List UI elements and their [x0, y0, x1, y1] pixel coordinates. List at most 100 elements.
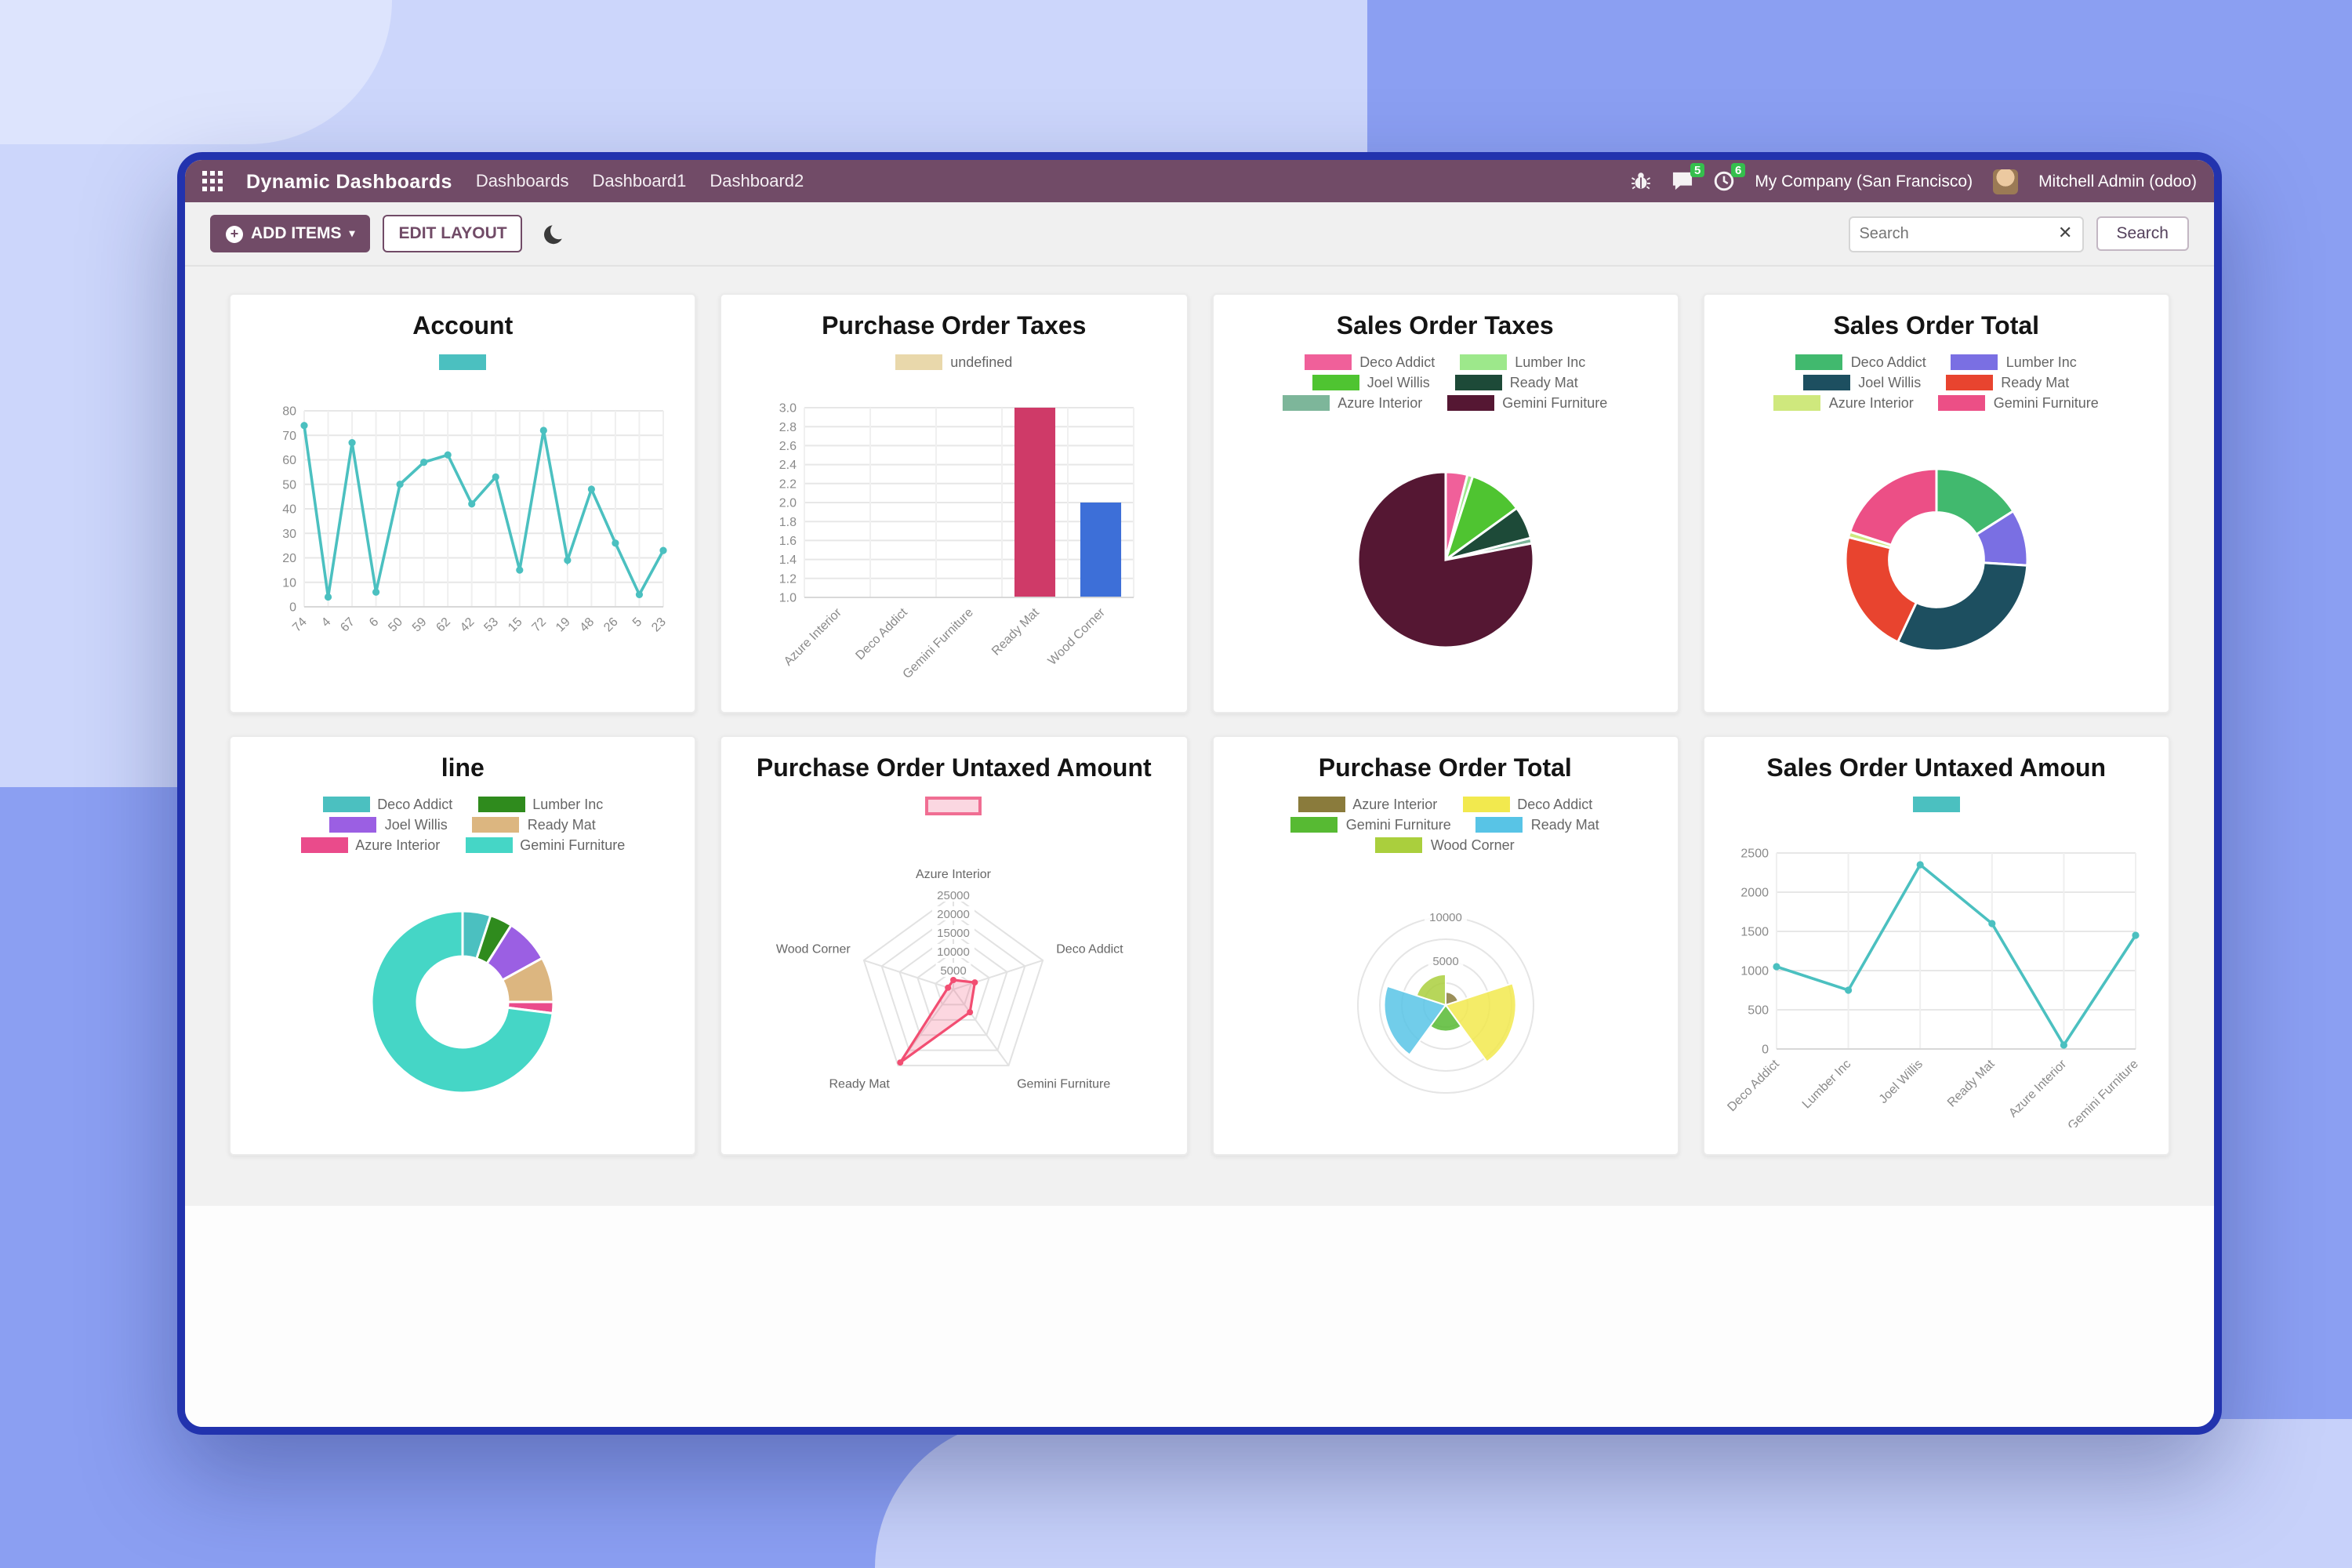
svg-text:Azure Interior: Azure Interior: [916, 868, 993, 881]
legend-item[interactable]: Ready Mat: [472, 817, 596, 833]
clear-search-icon[interactable]: ✕: [2058, 223, 2073, 242]
bar-chart[interactable]: 1.0 1.2 1.4 1.6 1.8 2.0 2.2 2.4 2.6 2.8 3.0 Azure I…: [731, 373, 1178, 706]
legend-label: Ready Mat: [1530, 817, 1599, 833]
legend-color-box: [329, 817, 377, 833]
dashboard-card-sales-order-untaxed-amoun: Sales Order Untaxed Amoun 0 500 1000 1500 200…: [1702, 735, 2170, 1156]
legend-row: Azure Interior Deco Addict: [1291, 797, 1599, 812]
edit-layout-button[interactable]: EDIT LAYOUT: [383, 215, 523, 252]
chart-legend: Deco Addict Lumber Inc Joel Willis Ready Ma…: [1773, 354, 2099, 411]
user-menu[interactable]: Mitchell Admin (odoo): [2038, 172, 2197, 191]
company-switcher[interactable]: My Company (San Francisco): [1755, 172, 1973, 191]
svg-text:1.0: 1.0: [780, 591, 797, 604]
svg-text:50: 50: [281, 477, 296, 491]
add-items-button[interactable]: + ADD ITEMS ▾: [210, 215, 371, 252]
svg-text:Ready Mat: Ready Mat: [990, 604, 1043, 657]
nav-item-dashboard2[interactable]: Dashboard2: [710, 172, 804, 191]
legend-item[interactable]: Deco Addict: [1462, 797, 1592, 812]
legend-item[interactable]: Azure Interior: [1773, 395, 1914, 411]
card-title: Purchase Order Untaxed Amount: [756, 756, 1152, 782]
search-input[interactable]: [1859, 225, 2052, 242]
legend-item[interactable]: Azure Interior: [1283, 395, 1422, 411]
apps-grid-icon[interactable]: [202, 171, 223, 191]
svg-text:5000: 5000: [1432, 955, 1458, 968]
legend-color-box: [1454, 375, 1502, 390]
legend-color-box: [472, 817, 520, 833]
legend-label: Ready Mat: [2001, 375, 2070, 390]
svg-text:2.2: 2.2: [780, 477, 797, 490]
app-title[interactable]: Dynamic Dashboards: [246, 170, 452, 192]
legend-item[interactable]: undefined: [895, 354, 1012, 370]
legend-item[interactable]: Gemini Furniture: [1447, 395, 1607, 411]
legend-color-box: [1912, 797, 1960, 812]
line-chart[interactable]: 0 10 20 30 40 50 60 70 80 74 4 67 6 50 59 62 42 53 15 72 19 4…: [240, 373, 686, 706]
search-box: ✕: [1848, 216, 2084, 252]
legend-color-box: [1795, 354, 1843, 370]
legend-item[interactable]: Wood Corner: [1375, 837, 1515, 853]
messages-icon[interactable]: 5: [1671, 163, 1705, 191]
legend-item[interactable]: Gemini Furniture: [1938, 395, 2099, 411]
svg-text:74: 74: [289, 615, 309, 634]
pie-chart[interactable]: [1222, 414, 1668, 706]
activities-clock-icon[interactable]: 6: [1714, 163, 1746, 191]
legend-label: Lumber Inc: [2005, 354, 2077, 370]
svg-text:19: 19: [553, 615, 572, 634]
doughnut-chart[interactable]: [1714, 414, 2160, 706]
legend-color-box: [1773, 395, 1821, 411]
legend-item[interactable]: [1912, 797, 1960, 812]
legend-item[interactable]: Gemini Furniture: [465, 837, 625, 853]
legend-label: undefined: [950, 354, 1013, 370]
card-title: Purchase Order Taxes: [822, 314, 1087, 340]
legend-item[interactable]: Ready Mat: [1475, 817, 1599, 833]
legend-item[interactable]: Lumber Inc: [1460, 354, 1585, 370]
legend-color-box: [322, 797, 370, 812]
doughnut-chart[interactable]: [240, 856, 686, 1148]
legend-item[interactable]: Lumber Inc: [477, 797, 603, 812]
background-shape-bottom-right: [875, 1419, 2352, 1568]
svg-text:6: 6: [366, 615, 380, 629]
legend-item[interactable]: Deco Addict: [1305, 354, 1435, 370]
legend-color-box: [1298, 797, 1345, 812]
legend-color-box: [1460, 354, 1508, 370]
polar-chart[interactable]: 5000 10000: [1222, 856, 1668, 1148]
navbar-right: 5 6 My Company (San Francisco) Mitchell …: [1631, 163, 2197, 194]
svg-text:0: 0: [289, 601, 296, 614]
legend-color-box: [477, 797, 525, 812]
legend-color-box: [895, 354, 943, 370]
nav-item-dashboards[interactable]: Dashboards: [475, 172, 569, 191]
legend-color-box: [1447, 395, 1495, 411]
svg-text:23: 23: [648, 615, 668, 634]
legend-item[interactable]: Deco Addict: [1795, 354, 1926, 370]
search-button[interactable]: Search: [2096, 216, 2189, 251]
legend-item[interactable]: Azure Interior: [300, 837, 440, 853]
legend-item[interactable]: Gemini Furniture: [1290, 817, 1451, 833]
legend-label: Deco Addict: [1359, 354, 1436, 370]
legend-label: Azure Interior: [1828, 395, 1914, 411]
svg-text:26: 26: [601, 615, 620, 634]
legend-item[interactable]: Lumber Inc: [1951, 354, 2077, 370]
legend-row: [1912, 797, 1960, 812]
svg-text:Deco Addict: Deco Addict: [1726, 1056, 1783, 1113]
legend-item[interactable]: Ready Mat: [1946, 375, 2069, 390]
cards-grid: Account 0 10 20 30 40 50 60 70 80 74 4 67 6 50 59 62 42 53…: [229, 293, 2170, 1156]
legend-row: Wood Corner: [1291, 837, 1599, 853]
user-avatar[interactable]: [1993, 169, 2019, 194]
legend-color-box: [1305, 354, 1352, 370]
dashboard-toolbar: + ADD ITEMS ▾ EDIT LAYOUT ✕ Search: [185, 202, 2214, 267]
legend-item[interactable]: [439, 354, 487, 370]
legend-item[interactable]: Azure Interior: [1298, 797, 1437, 812]
legend-item[interactable]: [925, 797, 982, 815]
nav-item-dashboard1[interactable]: Dashboard1: [592, 172, 687, 191]
legend-item[interactable]: Joel Willis: [1803, 375, 1921, 390]
debug-bug-icon[interactable]: [1631, 171, 1651, 191]
legend-item[interactable]: Ready Mat: [1454, 375, 1578, 390]
svg-text:62: 62: [434, 615, 453, 634]
legend-item[interactable]: Joel Willis: [329, 817, 448, 833]
legend-row: undefined: [895, 354, 1012, 370]
radar-chart[interactable]: Azure Interior Deco Addict Gemini Furnitur…: [731, 818, 1178, 1148]
dark-mode-moon-icon[interactable]: [543, 222, 567, 245]
legend-row: [925, 797, 982, 815]
legend-item[interactable]: Joel Willis: [1312, 375, 1430, 390]
line-chart[interactable]: 0 500 1000 1500 2000 2500 Deco Addict Lumber In…: [1714, 815, 2160, 1148]
legend-item[interactable]: Deco Addict: [322, 797, 452, 812]
